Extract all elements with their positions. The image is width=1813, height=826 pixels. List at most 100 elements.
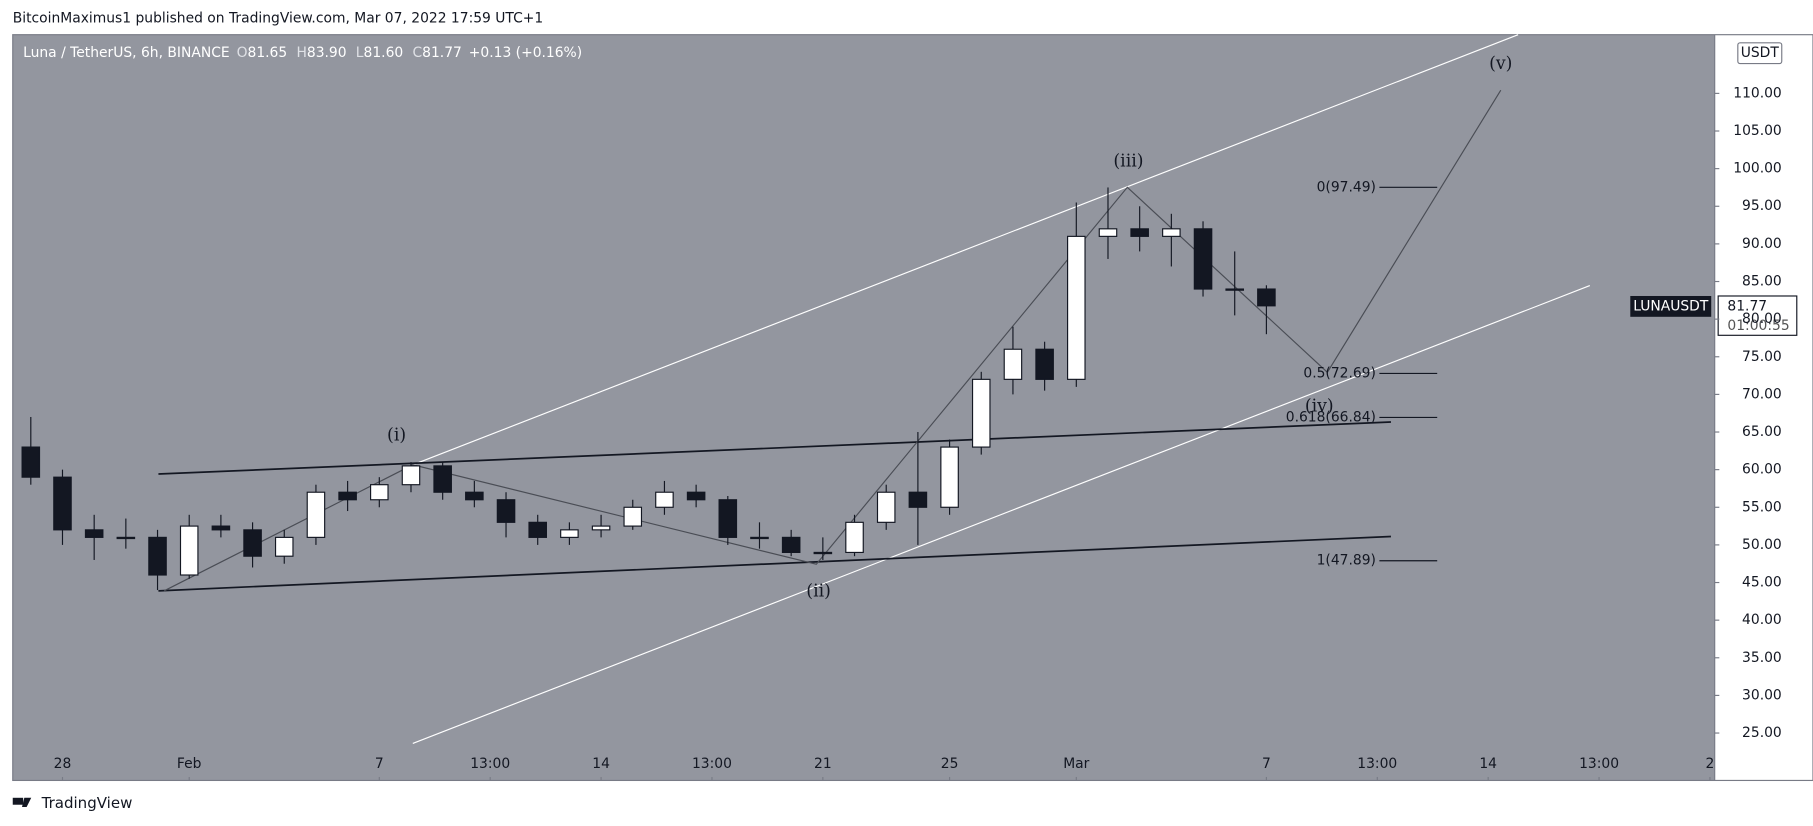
candle-body: [1098, 228, 1118, 237]
ohlc-value: 81.60: [364, 45, 404, 61]
ohlc-value: 83.90: [307, 45, 347, 61]
candle-body: [971, 378, 991, 448]
y-tick-label: 95.00: [1742, 198, 1782, 214]
candle-body: [21, 446, 41, 478]
candle-body: [781, 536, 801, 554]
x-tick-label: 13:00: [470, 756, 510, 772]
symbol-tag: [1630, 295, 1712, 317]
x-tick-label: 7: [375, 756, 384, 772]
price-tag: [1717, 295, 1798, 336]
wave-label: (i): [387, 425, 406, 445]
candle-body: [845, 521, 864, 554]
candle-body: [1067, 235, 1086, 380]
ohlc-key: C: [412, 45, 422, 61]
candle-body: [655, 491, 674, 508]
candle-body: [179, 525, 199, 576]
candle-body: [718, 499, 738, 538]
candle-body: [876, 491, 896, 523]
x-tick-label: 21: [814, 756, 832, 772]
x-tick-label: 7: [1262, 756, 1271, 772]
x-tick-label: 25: [941, 756, 959, 772]
candle-body: [560, 529, 579, 538]
fib-label: 0.618(66.84): [1286, 409, 1376, 425]
y-tick-label: 40.00: [1742, 612, 1782, 628]
channel-bottom: [412, 285, 1591, 744]
x-tick-label: 14: [1479, 756, 1497, 772]
legend: Luna / TetherUS, 6h, BINANCE O81.65 H83.90…: [23, 45, 582, 61]
logo: [12, 797, 32, 808]
x-tick-label: Mar: [1063, 756, 1089, 772]
ohlc-value: 81.77: [422, 45, 462, 61]
candle-body: [813, 551, 833, 555]
y-tick-label: 60.00: [1742, 462, 1782, 478]
x-tick-label: 13:00: [1579, 756, 1619, 772]
wave-label: (v): [1489, 54, 1512, 74]
trend-line: [158, 535, 1391, 592]
y-tick-label: 90.00: [1742, 236, 1782, 252]
wave-label: (ii): [806, 581, 831, 601]
wave-label: (iv): [1305, 396, 1334, 416]
candle-body: [84, 529, 104, 538]
candle-body: [116, 536, 136, 540]
symbol: Luna / TetherUS, 6h, BINANCE: [23, 45, 230, 61]
ohlc-key: H: [296, 45, 306, 61]
candle-body: [623, 506, 643, 527]
candle-body: [274, 536, 294, 557]
publisher: BitcoinMaximus1 published on TradingView…: [13, 10, 543, 26]
candle-body: [465, 491, 484, 501]
candle-body: [401, 465, 421, 486]
candle-body: [370, 484, 389, 501]
candle-body: [591, 525, 611, 531]
candle-body: [1225, 288, 1245, 291]
candle-body: [1003, 348, 1023, 380]
currency-box: [1737, 42, 1783, 65]
candle-body: [908, 491, 928, 508]
candle-body: [1035, 348, 1054, 380]
candle-body: [306, 491, 326, 538]
plot-area: [12, 34, 1715, 781]
x-tick-label: 2: [1706, 756, 1715, 772]
candle-body: [1162, 228, 1181, 237]
y-tick-label: 70.00: [1742, 386, 1782, 402]
brand: TradingView: [41, 794, 133, 812]
currency: USDT: [1741, 45, 1780, 61]
y-tick-label: 65.00: [1742, 424, 1782, 440]
candle-body: [940, 446, 959, 508]
candle-body: [1130, 228, 1149, 237]
candle-body: [148, 536, 167, 576]
y-tick-label: 35.00: [1742, 650, 1782, 666]
symbol-tag-text: LUNAUSDT: [1633, 298, 1709, 314]
change: +0.13 (+0.16%): [469, 45, 582, 61]
y-tick-label: 105.00: [1733, 123, 1782, 139]
x-tick-label: Feb: [177, 756, 202, 772]
y-tick-label: 110.00: [1733, 85, 1782, 101]
candle-body: [1257, 288, 1276, 307]
candle-body: [211, 525, 231, 531]
y-tick-label: 55.00: [1742, 499, 1782, 515]
y-tick-label: 100.00: [1733, 161, 1782, 177]
y-tick-label: 85.00: [1742, 274, 1782, 290]
y-tick-label: 80.00: [1742, 311, 1782, 327]
ohlc-key: O: [237, 45, 248, 61]
candle-body: [496, 499, 516, 523]
price: 81.77: [1727, 298, 1767, 314]
candle-body: [53, 476, 72, 531]
trend-line: [158, 421, 1391, 475]
candle-body: [433, 465, 452, 493]
channel-top: [412, 34, 1519, 466]
candle-body: [528, 521, 548, 538]
fib-label: 0.5(72.69): [1303, 365, 1376, 381]
x-tick-label: 14: [592, 756, 610, 772]
y-tick-label: 50.00: [1742, 537, 1782, 553]
candle-body: [243, 529, 262, 557]
y-tick-label: 30.00: [1742, 687, 1782, 703]
candle-body: [338, 491, 357, 501]
candle-body: [686, 491, 706, 501]
y-tick-label: 25.00: [1742, 725, 1782, 741]
x-tick-label: 28: [54, 756, 72, 772]
fib-label: 1(47.89): [1317, 553, 1376, 569]
countdown: 01:00:55: [1727, 318, 1789, 334]
y-tick-label: 75.00: [1742, 349, 1782, 365]
